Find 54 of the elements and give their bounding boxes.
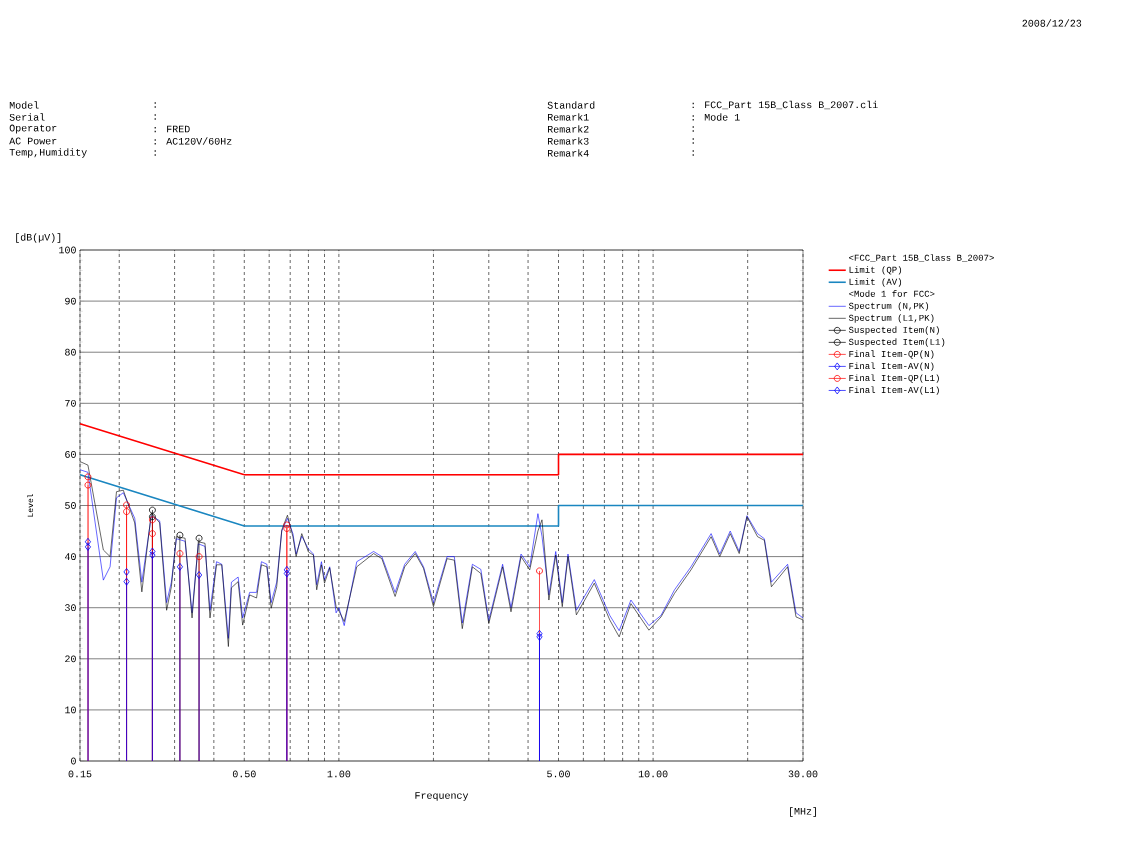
text: Model [9,101,39,109]
legend-label: Final Item-QP(N) [849,350,934,359]
legend-label: Final Item-AV(L1) [849,386,939,395]
text: Serial [9,113,45,121]
text: : [154,102,156,108]
x-tick-label: 1.00 [327,770,351,778]
text: <Mode 1 for FCC> [849,290,935,297]
text: : [692,126,694,132]
text: : [692,150,694,156]
text: Remark3 [547,137,589,145]
text: Remark2 [547,125,589,133]
text: : FCC_Part 15B_Class B_2007.cli [692,100,878,110]
x-tick-label: 5.00 [547,770,570,778]
legend-label: Final Item-AV(N) [849,362,934,371]
legend-label: Spectrum (L1,PK) [848,314,934,323]
y-axis-title: Level [27,493,34,517]
y-tick-label: 20 [65,655,76,663]
x-tick-label: 10.00 [638,770,668,778]
y-tick-label: 60 [65,451,76,458]
text: [MHz] [790,807,817,817]
text: : AC120V/60Hz [154,137,232,145]
text: : [154,150,156,156]
y-tick-label: 10 [65,706,76,714]
x-tick-label: 0.50 [232,770,256,778]
x-tick-label: 0.15 [68,770,92,778]
y-tick-label: 0 [71,757,76,765]
legend-label: Limit (AV) [849,278,902,287]
text: [dB(µV)] [16,233,61,243]
text: Temp,Humidity [9,148,87,158]
y-tick-label: 90 [65,297,76,305]
y-tick-label: 40 [64,553,76,560]
legend-label: Suspected Item(N) [848,326,939,335]
text: : [692,138,694,144]
y-tick-label: 80 [65,348,76,356]
text: AC Power [9,137,57,145]
y-tick-label: 30 [65,604,76,612]
x-axis-title: Frequency [415,792,469,801]
legend-title: <FCC_Part 15B_Class B_2007> [849,254,994,262]
y-tick-label: 100 [59,246,76,254]
y-tick-label: 70 [65,399,76,407]
legend-label: Final Item-QP(L1) [849,374,939,383]
x-tick-label: 30.00 [788,770,818,778]
text: Operator [9,124,57,134]
legend-label: Limit (QP) [849,266,902,275]
y-tick-label: 50 [65,502,76,509]
text: Standard [547,101,595,109]
text: 2008/12/23 [1022,19,1082,27]
legend-label: Suspected Item(L1) [848,338,945,347]
legend-label: Spectrum (N,PK) [848,302,929,311]
text: : Mode 1 [692,113,740,121]
text: : [154,114,156,120]
text: Remark1 [547,113,589,121]
text: Remark4 [547,149,589,157]
text: : FRED [154,125,190,133]
